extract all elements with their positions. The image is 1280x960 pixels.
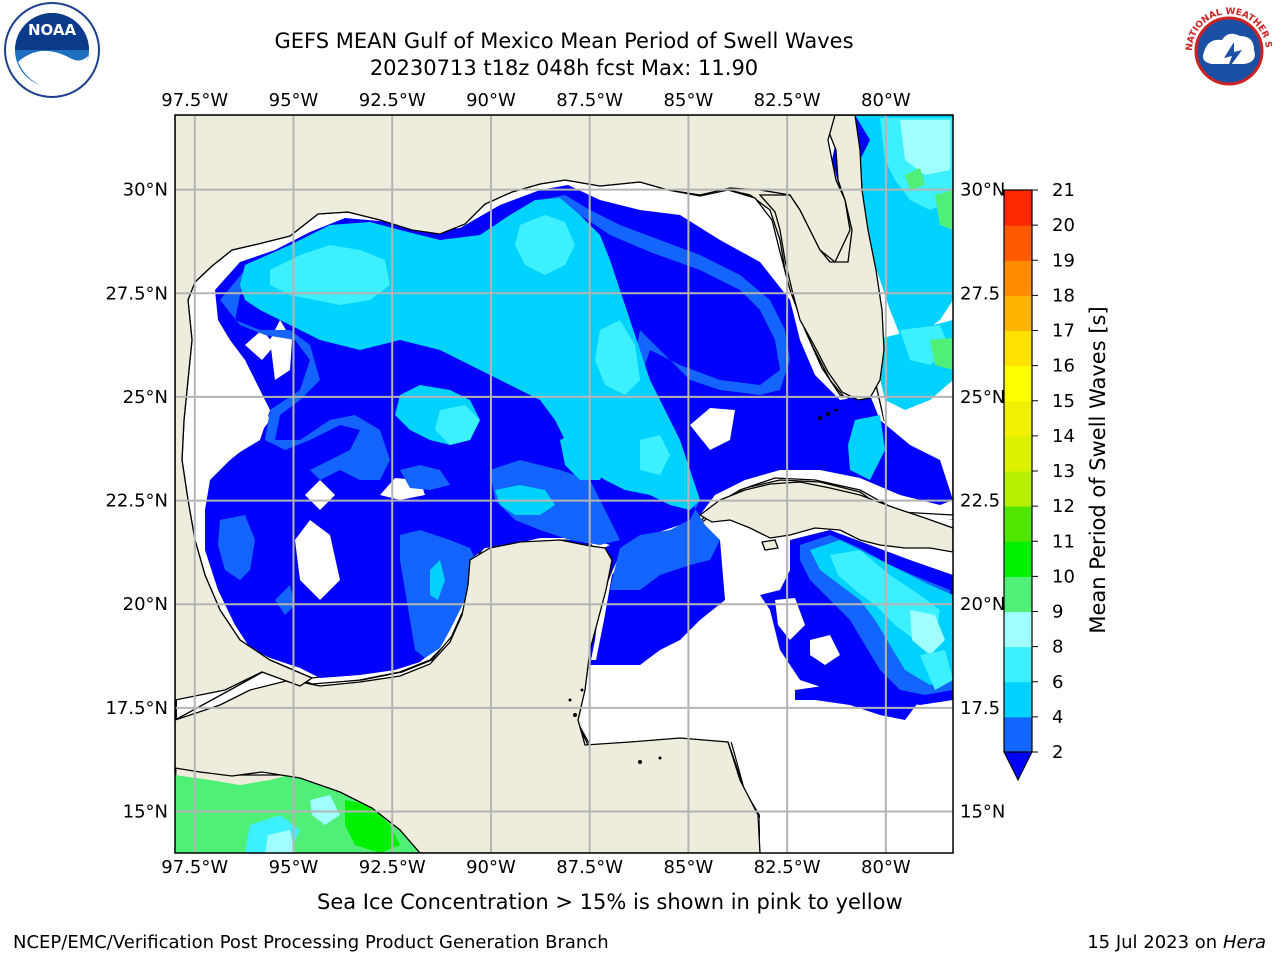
lon-tick-label: 90°W [466, 90, 516, 111]
lon-tick-label: 97.5°W [161, 857, 228, 878]
lat-tick-label-left: 25°N [123, 387, 168, 408]
colorbar-segment [1004, 190, 1032, 226]
colorbar-tick-label: 9 [1052, 602, 1063, 623]
colorbar-segment [1004, 435, 1032, 472]
colorbar-tick-label: 12 [1052, 496, 1075, 517]
lon-tick-label: 80°W [861, 857, 911, 878]
colorbar: 2 4 6 8 9 10 11 12 13 14 15 16 17 18 19 20 21 [1003, 180, 1075, 782]
lat-tick-label-left: 27.5°N [105, 283, 168, 304]
swell-period-map: 97.5°W 95°W 92.5°W 90°W 87.5°W 85°W 82.5°W 80°W… [105, 90, 1110, 878]
lon-tick-label: 92.5°W [359, 857, 426, 878]
colorbar-tick-label: 14 [1052, 426, 1075, 447]
colorbar-under-arrow [1003, 751, 1033, 782]
lon-labels-bottom: 97.5°W 95°W 92.5°W 90°W 87.5°W 85°W 82.5°W 80°W [161, 857, 911, 878]
lat-tick-label-right: 17.5 [960, 698, 1000, 719]
colorbar-tick-label: 8 [1052, 637, 1063, 658]
lon-tick-label: 82.5°W [754, 857, 821, 878]
colorbar-segment [1004, 330, 1032, 367]
lat-tick-label-right: 22.5 [960, 491, 1000, 512]
lon-tick-label: 92.5°W [359, 90, 426, 111]
lon-tick-label: 95°W [269, 857, 319, 878]
colorbar-tick-label: 19 [1052, 250, 1075, 271]
colorbar-tick-label: 4 [1052, 707, 1063, 728]
lat-tick-label-right: 27.5 [960, 283, 1000, 304]
land-masses [175, 115, 953, 853]
lon-tick-label: 90°W [466, 857, 516, 878]
map-frame [174, 114, 954, 854]
colorbar-tick-label: 10 [1052, 566, 1075, 587]
map-title: GEFS MEAN Gulf of Mexico Mean Period of … [274, 29, 854, 53]
colorbar-segment [1004, 681, 1032, 718]
colorbar-segment [1004, 646, 1032, 683]
colorbar-tick-label: 13 [1052, 461, 1075, 482]
lat-tick-label-left: 20°N [123, 594, 168, 615]
sea-ice-caption: Sea Ice Concentration > 15% is shown in … [317, 890, 903, 914]
footer-date: 15 Jul 2023 on Hera [1087, 932, 1266, 953]
lon-tick-label: 82.5°W [754, 90, 821, 111]
colorbar-segment [1004, 541, 1032, 577]
lon-tick-label: 87.5°W [556, 90, 623, 111]
lat-labels-right: 30°N 27.5 25°N 22.5 20°N 17.5 15°N [960, 180, 1005, 823]
colorbar-segment [1004, 295, 1032, 331]
noaa-logo: NOAA [4, 2, 100, 98]
colorbar-segment [1004, 260, 1032, 296]
map-subtitle: 20230713 t18z 048h fcst Max: 11.90 [369, 56, 759, 80]
lon-tick-label: 95°W [269, 90, 319, 111]
lat-tick-label-left: 17.5°N [105, 698, 168, 719]
lat-labels-left: 30°N 27.5°N 25°N 22.5°N 20°N 17.5°N 15°N [105, 180, 168, 823]
lon-tick-label: 97.5°W [161, 90, 228, 111]
colorbar-tick-label: 20 [1052, 215, 1075, 236]
colorbar-segment [1004, 716, 1032, 753]
lat-tick-label-right: 15°N [960, 802, 1005, 823]
lon-labels-top: 97.5°W 95°W 92.5°W 90°W 87.5°W 85°W 82.5°W 80°W [161, 90, 911, 111]
lat-tick-label-left: 15°N [123, 802, 168, 823]
colorbar-segment [1004, 225, 1032, 261]
colorbar-segment [1004, 611, 1032, 648]
footer-branch: NCEP/EMC/Verification Post Processing Pr… [13, 932, 609, 953]
lon-tick-label: 80°W [861, 90, 911, 111]
nws-logo: NATIONAL WEATHER SERVICE [1178, 0, 1277, 99]
colorbar-segment [1004, 471, 1032, 507]
footer-machine: Hera [1222, 932, 1266, 953]
colorbar-tick-label: 18 [1052, 285, 1075, 306]
lon-tick-label: 87.5°W [556, 857, 623, 878]
lon-tick-label: 85°W [664, 857, 714, 878]
colorbar-segment [1004, 400, 1032, 437]
lat-tick-label-right: 25°N [960, 387, 1005, 408]
lat-tick-label-left: 22.5°N [105, 491, 168, 512]
colorbar-tick-label: 11 [1052, 531, 1075, 552]
svg-text:NOAA: NOAA [28, 21, 77, 39]
lon-tick-label: 85°W [664, 90, 714, 111]
colorbar-tick-label: 21 [1052, 180, 1075, 201]
lat-tick-label-right: 20°N [960, 594, 1005, 615]
colorbar-segment [1004, 506, 1032, 542]
gridlines [175, 115, 953, 853]
colorbar-tick-label: 15 [1052, 391, 1075, 412]
colorbar-tick-label: 17 [1052, 321, 1075, 342]
colorbar-tick-label: 6 [1052, 672, 1063, 693]
lat-tick-label-right: 30°N [960, 180, 1005, 201]
colorbar-segment [1004, 365, 1032, 402]
lat-tick-label-left: 30°N [123, 180, 168, 201]
colorbar-segment [1004, 576, 1032, 612]
colorbar-label: Mean Period of Swell Waves [s] [1086, 306, 1110, 633]
footer-date-text: 15 Jul 2023 on [1087, 932, 1223, 953]
colorbar-tick-label: 2 [1052, 742, 1063, 763]
keys [568, 408, 838, 764]
colorbar-tick-label: 16 [1052, 356, 1075, 377]
